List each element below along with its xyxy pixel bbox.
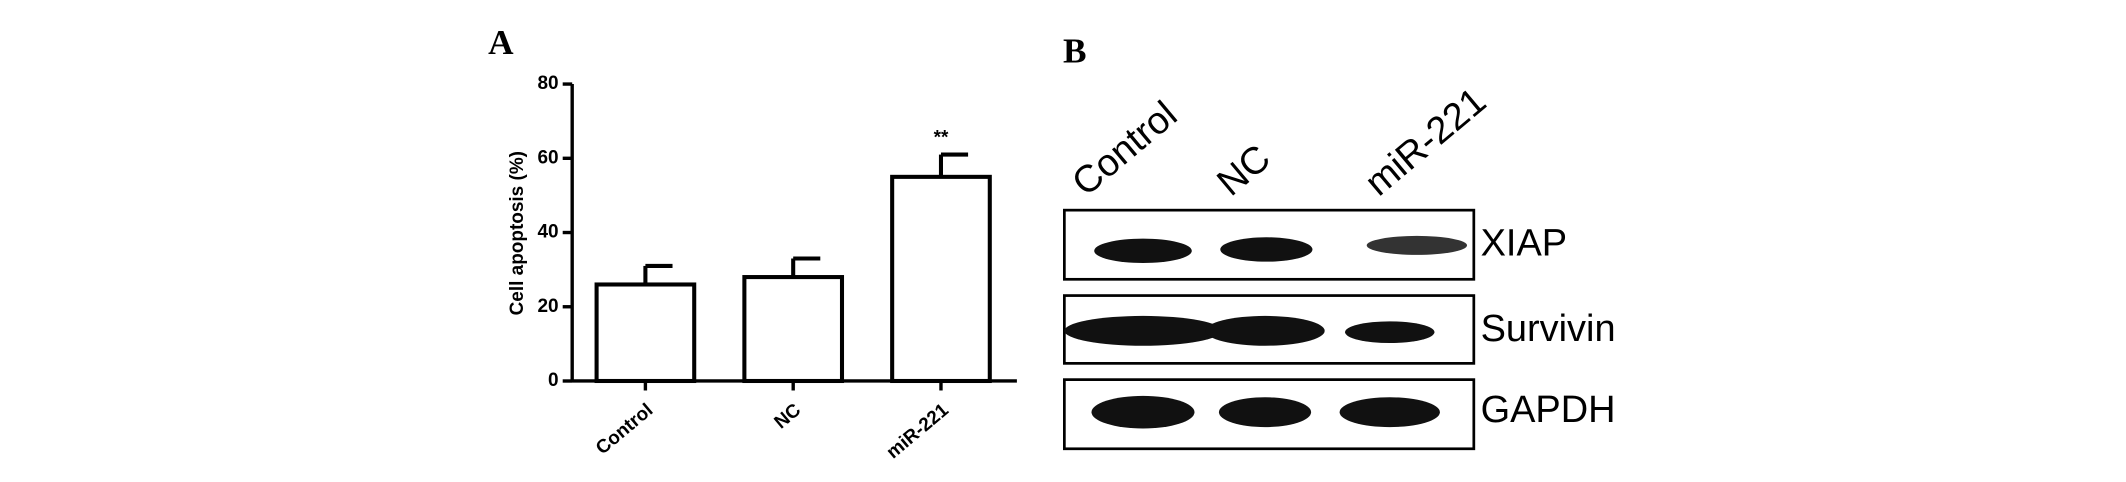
row-label: GAPDH <box>1481 389 1616 431</box>
annotation: ** <box>934 127 949 148</box>
x-tick-label: miR-221 <box>883 399 953 463</box>
row-label: Survivin <box>1481 308 1616 350</box>
lane-label: miR-221 <box>1357 80 1494 204</box>
y-tick-label: 60 <box>538 147 559 168</box>
x-tick-label: NC <box>771 400 806 434</box>
bar <box>594 282 697 384</box>
y-tick-label: 20 <box>538 296 559 317</box>
bar <box>742 275 845 384</box>
lane-label: Control <box>1065 94 1186 205</box>
blot-bands <box>1064 235 1468 429</box>
y-tick-label: 40 <box>538 222 559 243</box>
y-tick-label: 80 <box>538 73 559 94</box>
y-axis-label: Cell apoptosis (%) <box>507 151 528 315</box>
panel-label: A <box>488 23 514 62</box>
panel-label: B <box>1063 31 1087 70</box>
row-label: XIAP <box>1481 222 1568 264</box>
x-tick-label: Control <box>592 400 657 459</box>
y-tick-label: 0 <box>548 370 559 391</box>
bar <box>890 174 992 384</box>
lane-label: NC <box>1210 137 1279 204</box>
